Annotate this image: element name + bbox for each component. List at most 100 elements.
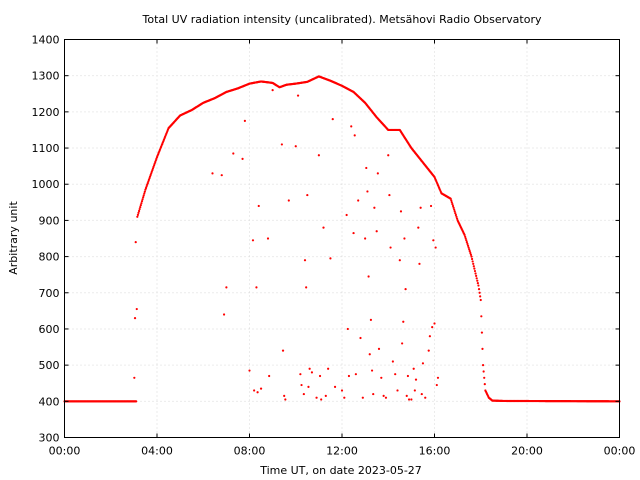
data-point xyxy=(412,367,415,370)
y-axis-ticks: 300 400 500 600 700 800 900 1000 1100 1200 1300 140… xyxy=(32,34,620,445)
data-point xyxy=(410,398,413,401)
data-point xyxy=(464,237,467,240)
data-point xyxy=(405,394,408,397)
data-point xyxy=(142,196,145,199)
data-point xyxy=(473,267,476,270)
data-point xyxy=(307,385,310,388)
data-point xyxy=(475,274,478,277)
data-point xyxy=(455,215,458,218)
data-point xyxy=(465,239,468,242)
data-point xyxy=(302,392,305,396)
data-point xyxy=(478,291,481,294)
data-point xyxy=(450,199,453,202)
data-point xyxy=(433,322,436,325)
data-points xyxy=(63,75,621,403)
data-point xyxy=(450,201,453,204)
data-point xyxy=(350,125,353,128)
data-point xyxy=(266,237,270,240)
y-axis-label: Arbitrary unit xyxy=(7,201,20,275)
data-point xyxy=(477,284,480,287)
data-point xyxy=(255,286,258,289)
data-point xyxy=(469,251,472,255)
data-point xyxy=(137,211,140,215)
data-point xyxy=(452,206,455,209)
data-point xyxy=(327,367,330,370)
data-point xyxy=(404,288,407,291)
data-point xyxy=(308,367,311,370)
data-point xyxy=(142,194,145,197)
data-point xyxy=(477,288,481,291)
data-point xyxy=(140,200,144,203)
data-point xyxy=(310,371,314,374)
data-point xyxy=(143,192,146,195)
data-point xyxy=(141,198,144,201)
data-point xyxy=(424,396,427,399)
data-point xyxy=(463,233,466,236)
y-tick-label: 700 xyxy=(39,287,60,300)
data-point xyxy=(340,389,344,392)
data-point xyxy=(470,257,474,261)
data-point xyxy=(470,255,473,258)
data-point xyxy=(434,246,437,249)
data-point xyxy=(329,257,332,260)
data-point xyxy=(303,259,307,262)
data-point xyxy=(300,383,303,387)
x-tick-label: 04:00 xyxy=(141,445,173,458)
data-point xyxy=(143,190,146,193)
data-point xyxy=(407,398,411,401)
data-point xyxy=(476,279,479,282)
data-point xyxy=(449,197,452,200)
y-tick-label: 1100 xyxy=(32,142,60,155)
data-point xyxy=(364,237,367,240)
data-point xyxy=(281,349,285,352)
data-point xyxy=(435,383,438,387)
data-point xyxy=(398,259,401,262)
data-point xyxy=(419,206,422,209)
data-point xyxy=(372,392,375,396)
data-point xyxy=(248,369,251,372)
data-point xyxy=(451,204,455,208)
data-point xyxy=(324,394,327,397)
data-point xyxy=(476,282,479,285)
data-point xyxy=(468,248,471,251)
data-point xyxy=(211,172,214,175)
data-point xyxy=(483,376,486,379)
data-point xyxy=(333,385,337,388)
data-point xyxy=(136,213,140,216)
data-point xyxy=(472,262,475,265)
data-point xyxy=(320,398,323,401)
data-point xyxy=(388,193,391,197)
y-tick-label: 1300 xyxy=(32,70,60,83)
data-point xyxy=(389,246,392,249)
data-point xyxy=(417,226,420,229)
data-point xyxy=(394,373,397,376)
data-point xyxy=(347,374,351,378)
y-tick-label: 1200 xyxy=(32,106,60,119)
data-point xyxy=(367,275,370,278)
data-point xyxy=(354,373,357,376)
data-point xyxy=(353,134,356,137)
data-point xyxy=(346,327,349,331)
data-point xyxy=(421,362,425,365)
data-point xyxy=(140,202,143,205)
data-point xyxy=(251,239,255,242)
data-point xyxy=(406,374,410,378)
data-point xyxy=(380,376,383,379)
data-point xyxy=(431,326,434,329)
data-point xyxy=(241,157,244,160)
data-point xyxy=(401,342,404,345)
data-point xyxy=(322,226,325,229)
x-tick-label: 00:00 xyxy=(604,445,636,458)
data-point xyxy=(481,347,484,350)
data-point xyxy=(391,360,394,363)
data-point xyxy=(466,242,469,246)
data-point xyxy=(359,336,362,340)
data-point xyxy=(253,389,256,392)
data-point xyxy=(232,152,235,155)
data-point xyxy=(399,210,403,213)
data-point xyxy=(220,174,223,177)
data-point xyxy=(414,378,418,381)
data-point xyxy=(135,307,138,311)
data-point xyxy=(453,210,456,213)
x-tick-label: 12:00 xyxy=(326,445,358,458)
